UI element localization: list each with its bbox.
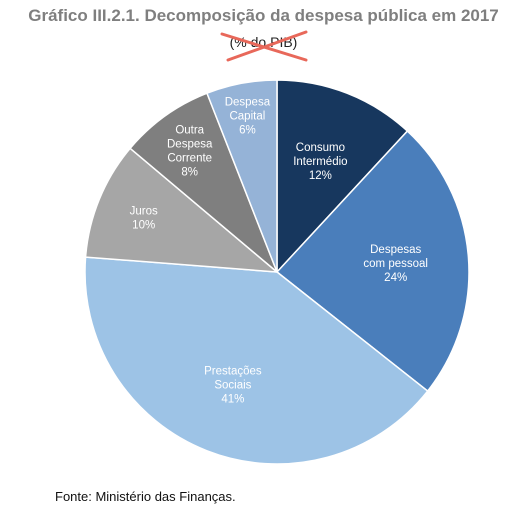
source-note: Fonte: Ministério das Finanças. bbox=[55, 489, 236, 504]
pie-slice-category-label: Despesas bbox=[370, 244, 421, 256]
pie-slice-label-4: Juros 10% bbox=[130, 205, 158, 231]
pie-slice-label-6: Despesa Capital 6% bbox=[225, 96, 271, 136]
pie-slice-category-label: Prestações bbox=[204, 366, 262, 378]
pie-slice-value-label: 6% bbox=[239, 124, 256, 136]
pie-slice-category-label: com pessoal bbox=[363, 258, 428, 270]
pie-slice-category-label: Despesa bbox=[225, 96, 271, 108]
pie-slice-label-5: Outra Despesa Corrente 8% bbox=[167, 124, 213, 178]
pie-slice-category-label: Despesa bbox=[167, 138, 213, 150]
pie-slice-category-label: Sociais bbox=[214, 380, 251, 392]
pie-slice-6 bbox=[206, 79, 278, 273]
pie-slice-category-label: Capital bbox=[229, 110, 265, 122]
pie-slice-2 bbox=[275, 129, 470, 393]
pie-slice-value-label: 8% bbox=[181, 166, 198, 178]
pie-slice-value-label: 41% bbox=[221, 394, 244, 406]
pie-slice-category-label: Juros bbox=[130, 205, 158, 217]
chart-subtitle: (% do PIB) bbox=[229, 34, 298, 50]
pie-slice-category-label: Intermédio bbox=[293, 156, 347, 168]
pie-slice-category-label: Corrente bbox=[167, 152, 212, 164]
pie-slice-value-label: 12% bbox=[309, 170, 332, 182]
pie-slice-value-label: 10% bbox=[132, 219, 155, 231]
pie-slice-label-2: Despesas com pessoal 24% bbox=[363, 244, 428, 284]
pie-slice-label-1: Consumo Intermédio 12% bbox=[293, 142, 347, 182]
pie-slice-category-label: Consumo bbox=[296, 142, 345, 154]
chart-title: Gráfico III.2.1. Decomposição da despesa… bbox=[28, 6, 499, 25]
pie-slice-3 bbox=[84, 256, 429, 465]
pie-slice-category-label: Outra bbox=[175, 124, 204, 136]
pie-slice-5 bbox=[129, 92, 278, 273]
pie-slice-label-3: Prestações Sociais 41% bbox=[204, 366, 262, 406]
pie-slice-4 bbox=[84, 147, 280, 273]
pie-slice-1 bbox=[276, 79, 409, 274]
pie-slice-value-label: 24% bbox=[384, 272, 407, 284]
strikethrough-cross-mark bbox=[220, 30, 308, 62]
